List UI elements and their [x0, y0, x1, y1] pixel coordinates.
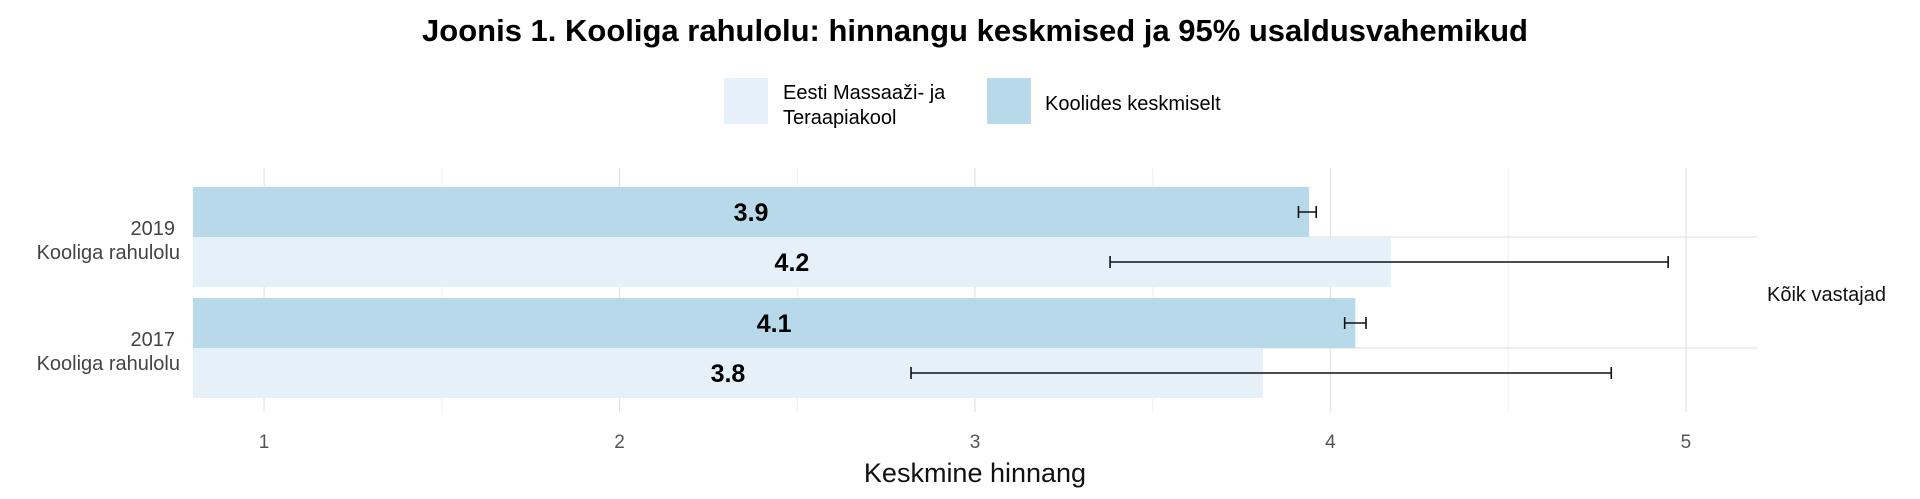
- bar: [193, 298, 1356, 348]
- legend-label-school-line2: Teraapiakool: [783, 107, 896, 129]
- x-tick-label: 4: [1325, 432, 1336, 453]
- category-label: Kooliga rahulolu: [37, 353, 180, 375]
- x-axis-ticks: 1 2 3 4 5: [259, 432, 1691, 453]
- x-tick-label: 1: [259, 432, 270, 453]
- bar: [193, 187, 1310, 237]
- legend-label-school-line1: Eesti Massaaži- ja: [783, 82, 946, 104]
- value-labels: 3.94.2 4.1 3.8: [711, 199, 810, 388]
- x-tick-label: 3: [970, 432, 981, 453]
- legend-swatch-school: [724, 78, 768, 124]
- bar-value-label: 4.1: [757, 310, 792, 338]
- facet-label: Kõik vastajad: [1767, 284, 1886, 306]
- legend-swatch-average: [987, 78, 1031, 124]
- x-tick-label: 5: [1681, 432, 1692, 453]
- error-bars: [910, 206, 1669, 379]
- category-label: Kooliga rahulolu: [37, 242, 180, 264]
- x-tick-label: 2: [614, 432, 625, 453]
- bar-value-label: 3.9: [734, 199, 769, 227]
- legend-label-average: Koolides keskmiselt: [1045, 93, 1221, 115]
- x-axis-label: Keskmine hinnang: [864, 458, 1086, 488]
- chart-title: Joonis 1. Kooliga rahulolu: hinnangu kes…: [422, 13, 1528, 48]
- category-year-label: 2019: [131, 218, 176, 240]
- category-year-label: 2017: [131, 329, 176, 351]
- bar-value-label: 4.2: [775, 249, 810, 277]
- bars: [193, 187, 1391, 398]
- legend: Eesti Massaaži- ja Teraapiakool Koolides…: [724, 78, 1221, 129]
- bar-value-label: 3.8: [711, 360, 746, 388]
